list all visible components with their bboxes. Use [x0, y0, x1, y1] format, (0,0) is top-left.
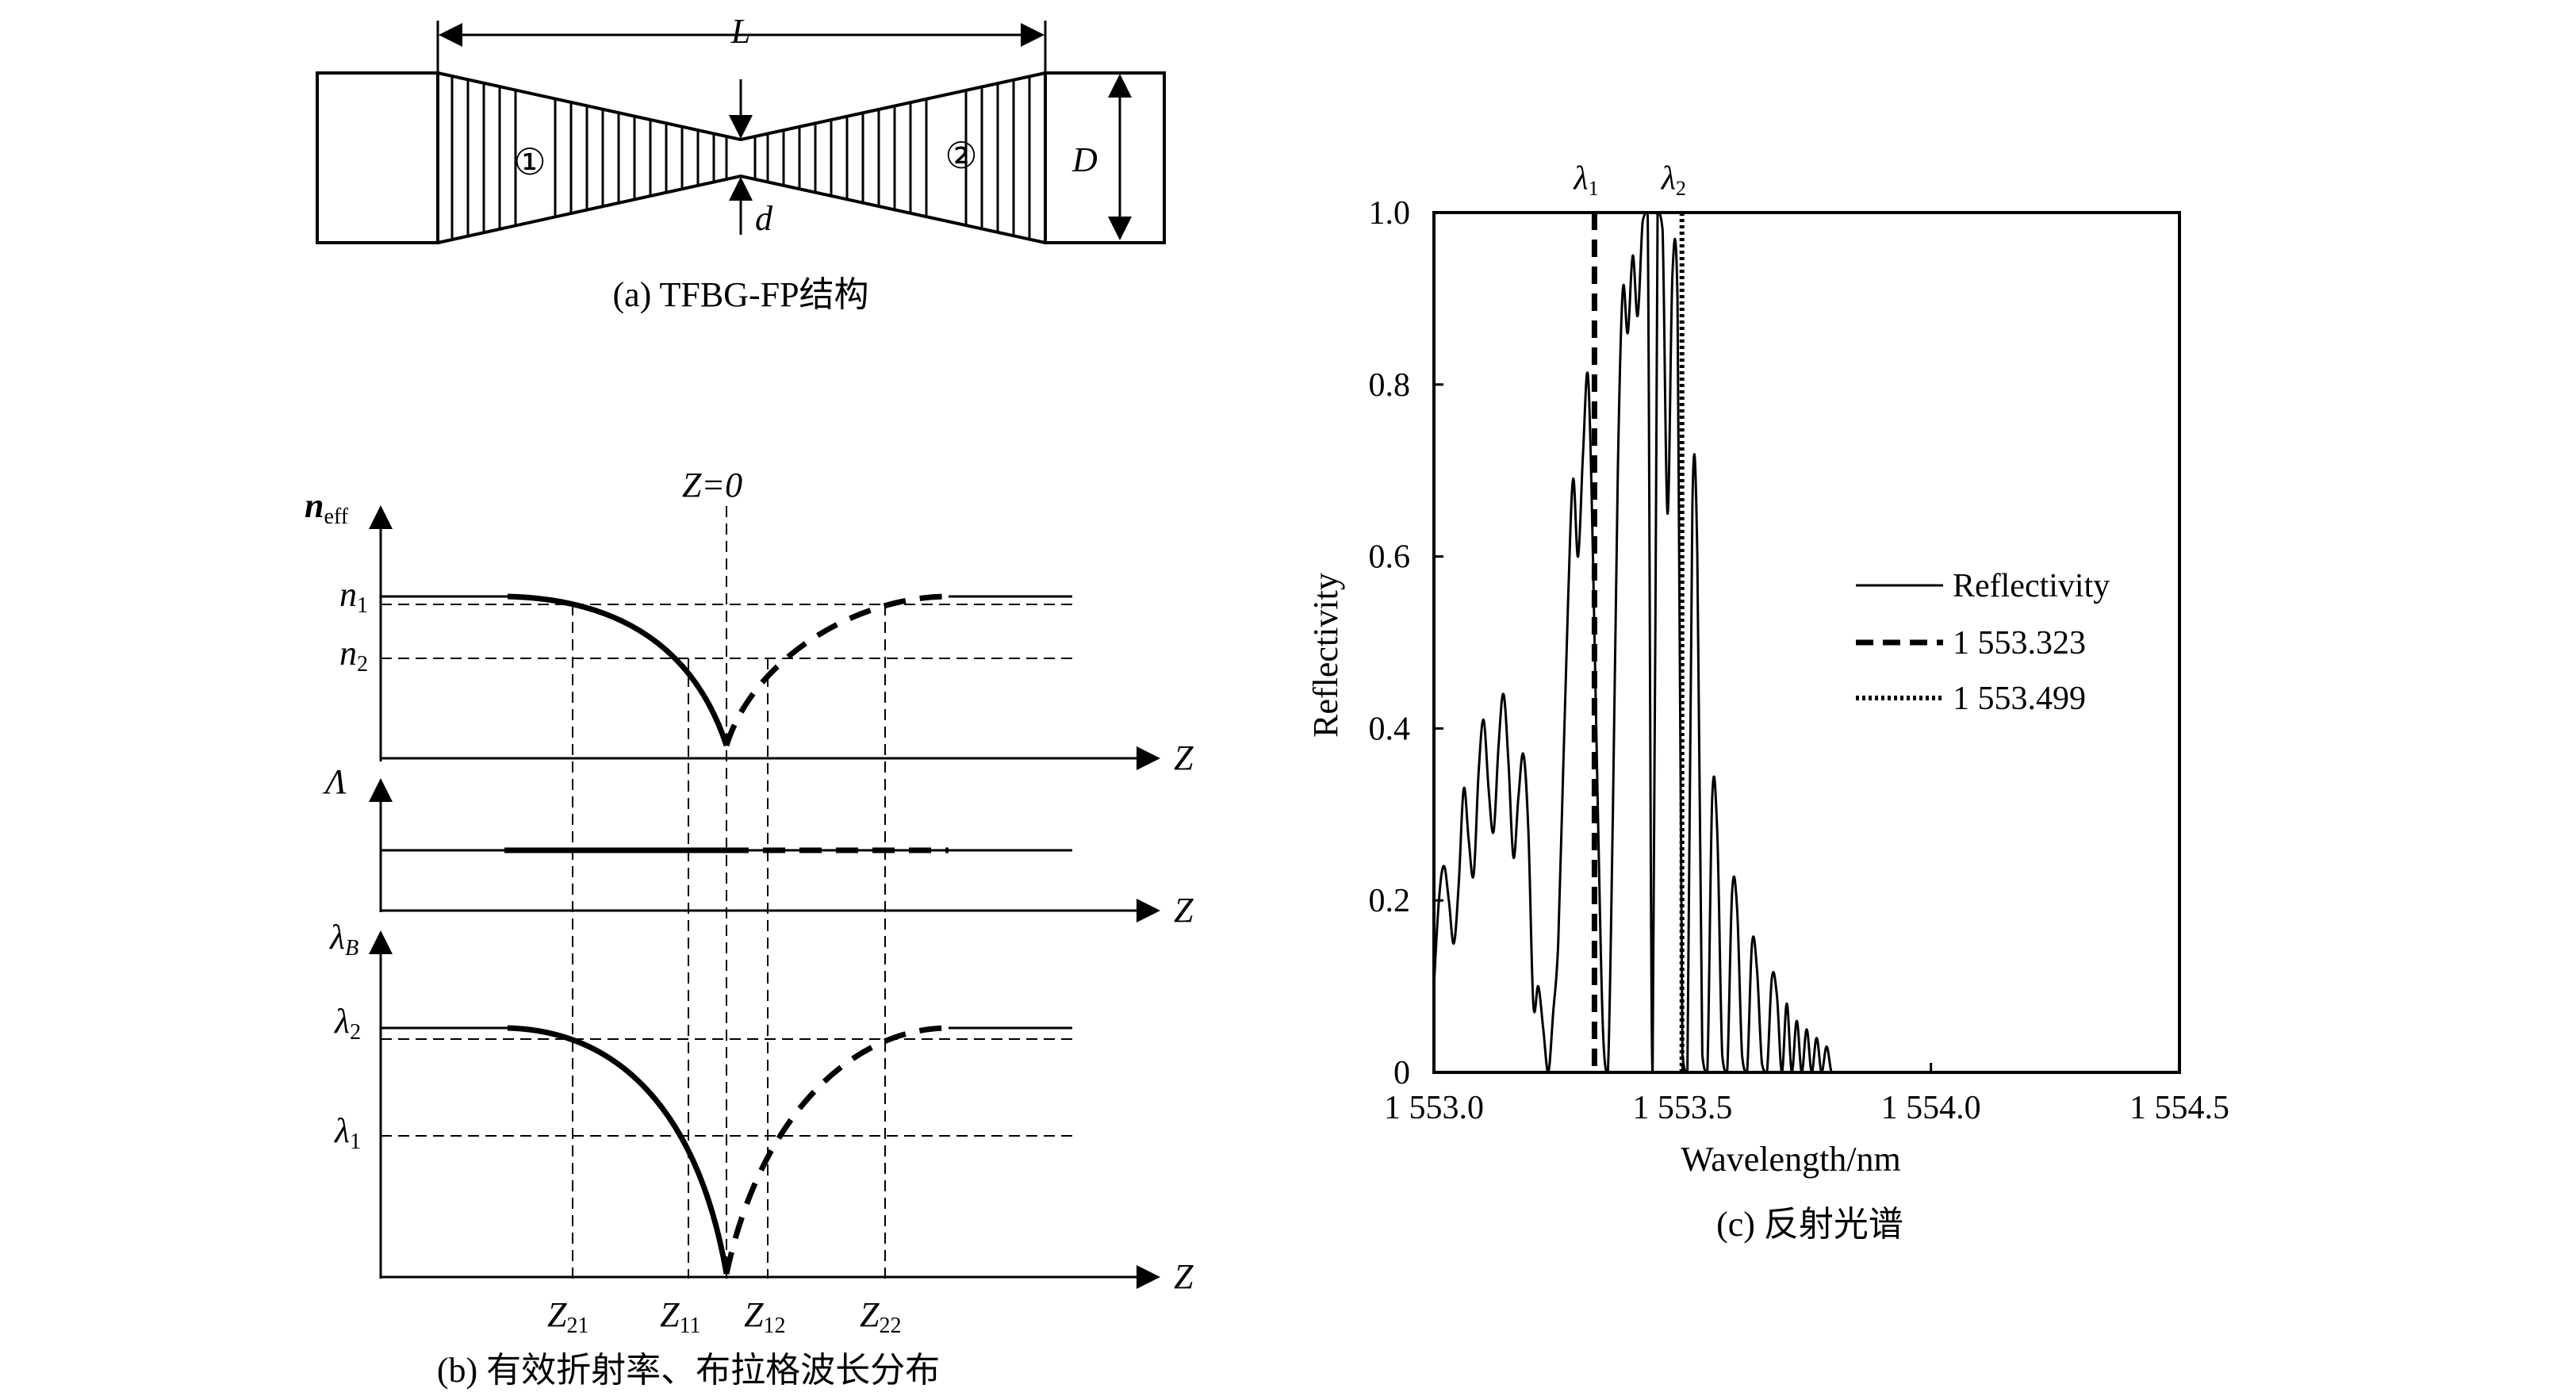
- n1-label: n1: [339, 575, 368, 618]
- period-axis-label: Λ: [322, 762, 347, 801]
- region-1-marker: ①: [513, 142, 546, 182]
- neff-curve-right: [723, 593, 949, 747]
- x-axis-label: Wavelength/nm: [1681, 1140, 1901, 1179]
- x-tick-label: 1 553.5: [1632, 1090, 1732, 1126]
- left-fiber-block: [316, 71, 439, 244]
- z-axis-label-2: Z: [1174, 891, 1194, 930]
- y-axis-label: Reflectivity: [1306, 573, 1345, 738]
- caption-a: (a) TFBG-FP结构: [612, 275, 868, 314]
- y-tick-label: 0.8: [1369, 367, 1411, 404]
- small-d-dimension-label: d: [755, 199, 773, 238]
- l-dimension-label: L: [730, 12, 750, 51]
- reflectivity-series-line: [1432, 211, 1926, 1074]
- lambdaB-curve-right: [723, 1025, 949, 1275]
- d-dimension-label: D: [1071, 140, 1098, 179]
- caption-c: (c) 反射光谱: [1716, 1205, 1903, 1244]
- legend-label-3: 1 553.499: [1953, 681, 2086, 717]
- legend-label-1: Reflectivity: [1953, 568, 2110, 604]
- y-tick-label: 0.6: [1369, 539, 1411, 576]
- vline-label-2: λ2: [1660, 160, 1686, 200]
- lambdaB-axis-label: λB: [328, 918, 358, 961]
- caption-b: (b) 有效折射率、布拉格波长分布: [437, 1351, 940, 1390]
- region-2-marker: ②: [945, 136, 977, 176]
- panel-a-structure: [316, 21, 1166, 244]
- z0-label: Z=0: [682, 466, 742, 504]
- neff-curve-left: [507, 593, 730, 747]
- y-tick-label: 0.2: [1369, 883, 1411, 919]
- left-grating-lines: [450, 76, 728, 240]
- z-axis-label-3: Z: [1174, 1257, 1194, 1296]
- right-grating-lines: [753, 76, 1031, 240]
- taper-top-edge: [437, 71, 1046, 142]
- panel-b-distribution: [369, 505, 1160, 1289]
- lambdaB-curve-left: [507, 1025, 730, 1275]
- y-tick-label: 0: [1393, 1055, 1410, 1091]
- vline-label-1: λ1: [1572, 160, 1598, 200]
- lambda1-label: λ1: [333, 1111, 361, 1154]
- x-tick-label: 1 554.0: [1881, 1090, 1981, 1126]
- x-tick-label: 1 553.0: [1384, 1090, 1484, 1126]
- z11-label: Z11: [660, 1295, 700, 1338]
- z-axis-label-1: Z: [1174, 738, 1194, 777]
- plot-frame: [1432, 211, 2181, 1074]
- y-tick-label: 1.0: [1369, 195, 1411, 232]
- right-fiber-block: [1044, 71, 1166, 244]
- lambda2-label: λ2: [333, 1002, 361, 1045]
- panel-c-reflection-chart: 1 553.0 1 553.5 1 554.0 1 554.5 0 0.2 0.4 0.6 0.…: [1306, 160, 2229, 1179]
- n2-label: n2: [339, 634, 368, 677]
- taper-bottom-edge: [437, 174, 1046, 244]
- y-tick-label: 0.4: [1369, 711, 1411, 747]
- x-tick-label: 1 554.5: [2129, 1090, 2229, 1126]
- neff-axis-label: neff: [305, 486, 349, 529]
- z12-label: Z12: [744, 1295, 785, 1338]
- legend-label-2: 1 553.323: [1953, 625, 2086, 662]
- z22-label: Z22: [860, 1295, 901, 1338]
- z21-label: Z21: [547, 1295, 588, 1338]
